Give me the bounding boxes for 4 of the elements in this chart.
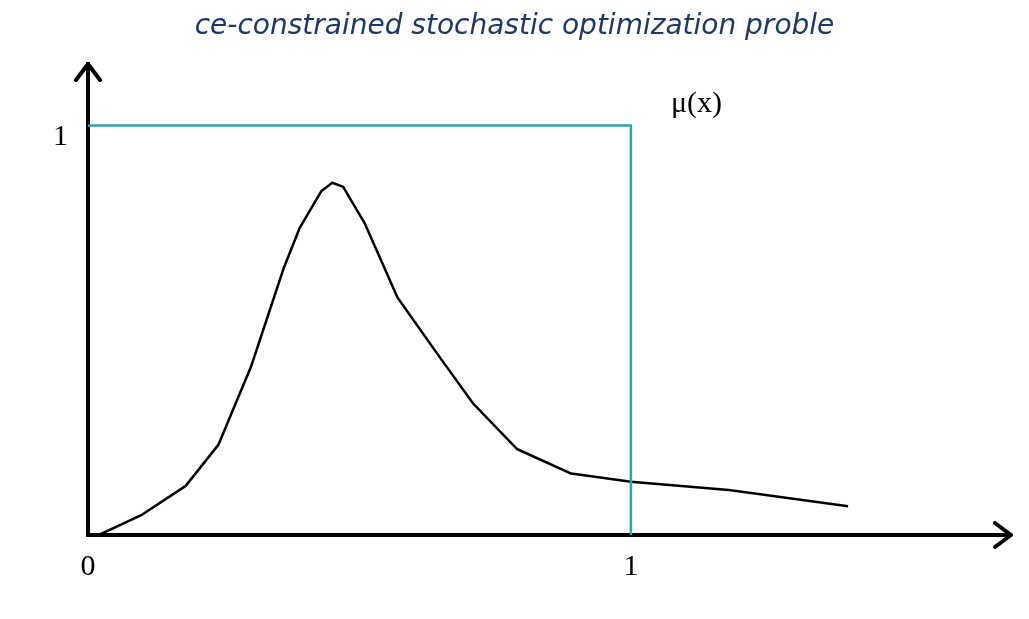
text: 1 — [53, 118, 68, 152]
series-label: μ(x) — [670, 85, 723, 120]
x-tick-label: 0 — [80, 547, 96, 581]
chart-title: ce-constrained stochastic optimization proble — [193, 8, 836, 43]
